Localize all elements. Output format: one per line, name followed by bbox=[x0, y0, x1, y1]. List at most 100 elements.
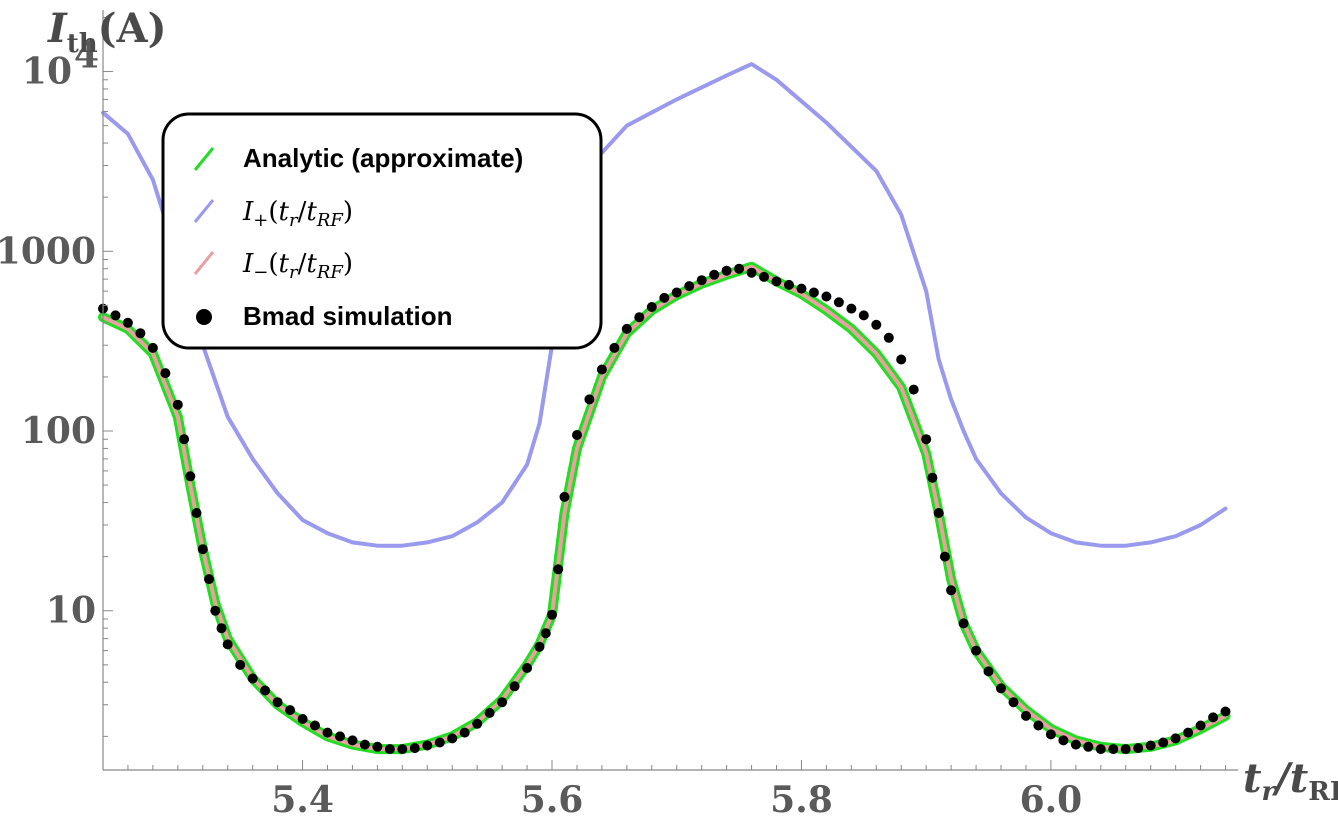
bmad-point bbox=[771, 276, 782, 287]
bmad-point bbox=[1083, 741, 1094, 752]
bmad-point bbox=[646, 302, 657, 312]
bmad-point bbox=[1021, 710, 1031, 721]
bmad-point bbox=[260, 685, 271, 696]
bmad-point bbox=[1008, 697, 1019, 708]
bmad-point bbox=[746, 267, 757, 278]
legend-swatch-bmad bbox=[196, 309, 212, 325]
bmad-point bbox=[216, 623, 227, 634]
legend: Analytic (approximate) I+(tr/tRF) I−(tr/… bbox=[161, 112, 603, 350]
bmad-point bbox=[846, 303, 857, 314]
bmad-point bbox=[422, 740, 433, 751]
bmad-point bbox=[310, 720, 320, 731]
bmad-point bbox=[721, 265, 732, 276]
axes bbox=[102, 10, 1238, 771]
bmad-point bbox=[983, 666, 994, 677]
bmad-point bbox=[160, 368, 171, 379]
bmad-point bbox=[1133, 743, 1144, 754]
y-tick-label: 1000 bbox=[0, 230, 96, 272]
bmad-point bbox=[547, 609, 557, 620]
bmad-point bbox=[447, 733, 458, 744]
bmad-point bbox=[497, 697, 508, 708]
bmad-point bbox=[858, 310, 869, 321]
bmad-point bbox=[927, 472, 938, 483]
bmad-point bbox=[1170, 733, 1181, 744]
bmad-point bbox=[459, 727, 470, 738]
bmad-point bbox=[235, 659, 246, 670]
bmad-point bbox=[921, 434, 932, 445]
bmad-point bbox=[335, 731, 345, 742]
bmad-point bbox=[684, 281, 695, 292]
bmad-point bbox=[322, 727, 333, 738]
bmad-point bbox=[634, 312, 645, 323]
bmad-point bbox=[821, 291, 832, 302]
bmad-point bbox=[135, 328, 146, 339]
bmad-point bbox=[384, 744, 395, 755]
bmad-point bbox=[1120, 744, 1131, 755]
bmad-point bbox=[297, 714, 308, 724]
bmad-point bbox=[372, 741, 383, 752]
bmad-point bbox=[247, 673, 258, 684]
x-tick-label: 5.8 bbox=[770, 779, 833, 819]
bmad-point bbox=[1208, 712, 1219, 723]
bmad-point bbox=[1070, 739, 1081, 750]
bmad-point bbox=[833, 297, 844, 308]
bmad-point bbox=[659, 292, 670, 303]
legend-swatch-i-minus bbox=[193, 251, 215, 275]
x-tick-label: 5.6 bbox=[521, 779, 584, 819]
bmad-point bbox=[1095, 744, 1106, 755]
bmad-point bbox=[596, 364, 607, 375]
legend-swatch-i-plus bbox=[193, 199, 215, 223]
bmad-point bbox=[796, 283, 807, 294]
bmad-point bbox=[609, 342, 620, 353]
bmad-point bbox=[784, 279, 794, 290]
legend-swatch-analytic bbox=[193, 147, 215, 171]
bmad-point bbox=[939, 551, 950, 562]
bmad-point bbox=[871, 319, 882, 330]
bmad-point bbox=[908, 384, 919, 395]
bmad-point bbox=[671, 287, 682, 298]
bmad-point bbox=[1195, 720, 1206, 731]
bmad-point bbox=[222, 639, 233, 650]
y-tick-label: 10 bbox=[22, 51, 72, 93]
bmad-point bbox=[191, 508, 202, 518]
bmad-point bbox=[584, 394, 595, 405]
bmad-point bbox=[1183, 727, 1194, 738]
bmad-point bbox=[933, 508, 944, 518]
bmad-point bbox=[1158, 737, 1169, 748]
bmad-point bbox=[559, 491, 570, 502]
bmad-point bbox=[759, 271, 769, 282]
bmad-point bbox=[122, 317, 133, 328]
bmad-point bbox=[472, 718, 483, 729]
bmad-point bbox=[1220, 706, 1231, 717]
plot-area bbox=[98, 62, 1231, 755]
x-tick-label: 6.0 bbox=[1020, 779, 1083, 819]
bmad-point bbox=[621, 323, 632, 334]
bmad-point bbox=[1033, 720, 1044, 731]
legend-box bbox=[161, 112, 603, 350]
bmad-point bbox=[572, 430, 582, 440]
x-tick-label: 5.4 bbox=[271, 779, 334, 819]
bmad-point bbox=[522, 663, 533, 673]
legend-label-bmad: Bmad simulation bbox=[243, 301, 452, 331]
y-tick-label: 100 bbox=[21, 410, 96, 452]
y-tick-label: 10 bbox=[46, 590, 96, 632]
bmad-point bbox=[808, 287, 819, 298]
bmad-point bbox=[946, 585, 957, 596]
bmad-point bbox=[996, 683, 1006, 694]
bmad-point bbox=[197, 544, 208, 555]
bmad-point bbox=[110, 310, 121, 321]
bmad-point bbox=[540, 628, 551, 639]
bmad-point bbox=[484, 707, 495, 718]
bmad-point bbox=[553, 564, 564, 575]
bmad-point bbox=[409, 743, 420, 754]
bmad-point bbox=[172, 399, 183, 410]
bmad-point bbox=[185, 471, 196, 482]
bmad-point bbox=[179, 434, 190, 445]
bmad-point bbox=[147, 342, 158, 353]
series-line-1 bbox=[101, 62, 1228, 548]
bmad-point bbox=[397, 744, 408, 755]
bmad-point bbox=[896, 354, 907, 365]
bmad-point bbox=[709, 269, 720, 280]
